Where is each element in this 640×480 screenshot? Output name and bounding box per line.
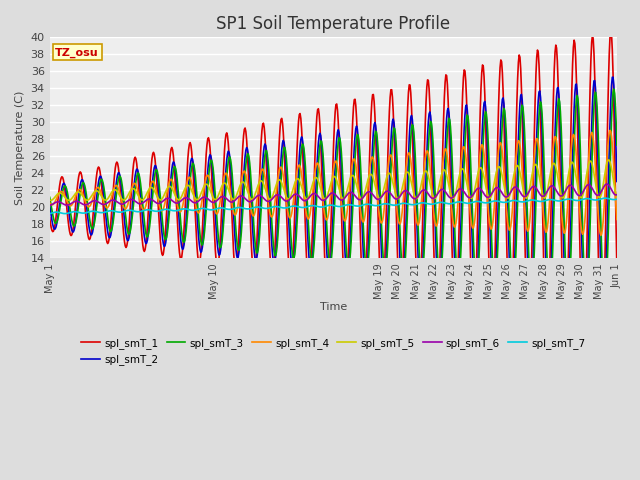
spl_smT_2	[609, 74, 617, 80]
Line: spl_smT_4: spl_smT_4	[50, 131, 617, 235]
spl_smT_7	[452, 199, 460, 205]
spl_smT_4	[125, 197, 133, 203]
Y-axis label: Soil Temperature (C): Soil Temperature (C)	[15, 91, 25, 205]
spl_smT_1	[125, 222, 133, 228]
spl_smT_5	[289, 188, 296, 194]
spl_smT_2	[288, 261, 296, 267]
spl_smT_3	[48, 207, 56, 213]
Line: spl_smT_3: spl_smT_3	[50, 89, 617, 305]
spl_smT_5	[605, 157, 612, 163]
spl_smT_5	[46, 197, 54, 203]
X-axis label: Time: Time	[319, 301, 347, 312]
spl_smT_1	[46, 215, 54, 221]
spl_smT_3	[610, 86, 618, 92]
spl_smT_5	[47, 198, 54, 204]
spl_smT_4	[467, 210, 474, 216]
spl_smT_7	[46, 211, 54, 216]
spl_smT_4	[613, 216, 621, 222]
Line: spl_smT_1: spl_smT_1	[50, 30, 617, 350]
spl_smT_1	[288, 275, 296, 281]
spl_smT_5	[454, 183, 461, 189]
spl_smT_6	[46, 203, 54, 208]
spl_smT_7	[125, 207, 133, 213]
spl_smT_6	[288, 194, 296, 200]
Line: spl_smT_6: spl_smT_6	[50, 184, 617, 205]
spl_smT_5	[613, 194, 621, 200]
spl_smT_7	[467, 200, 474, 206]
spl_smT_7	[602, 195, 609, 201]
spl_smT_2	[125, 235, 133, 240]
spl_smT_2	[48, 217, 56, 223]
spl_smT_3	[46, 194, 54, 200]
spl_smT_6	[452, 190, 460, 195]
spl_smT_6	[613, 192, 621, 198]
Legend: spl_smT_1, spl_smT_2, spl_smT_3, spl_smT_4, spl_smT_5, spl_smT_6, spl_smT_7: spl_smT_1, spl_smT_2, spl_smT_3, spl_smT…	[77, 334, 589, 370]
spl_smT_6	[309, 191, 317, 197]
spl_smT_1	[48, 228, 56, 233]
spl_smT_2	[452, 288, 460, 294]
spl_smT_4	[288, 211, 296, 216]
spl_smT_1	[467, 245, 474, 251]
spl_smT_3	[613, 142, 621, 148]
spl_smT_3	[288, 244, 296, 250]
spl_smT_6	[48, 202, 56, 207]
Line: spl_smT_7: spl_smT_7	[50, 198, 617, 214]
spl_smT_3	[125, 231, 133, 237]
spl_smT_3	[309, 254, 317, 260]
spl_smT_7	[48, 210, 56, 216]
spl_smT_5	[126, 189, 134, 194]
spl_smT_5	[310, 178, 317, 183]
spl_smT_7	[288, 204, 296, 209]
Line: spl_smT_2: spl_smT_2	[50, 77, 617, 315]
Text: TZ_osu: TZ_osu	[55, 47, 99, 58]
spl_smT_3	[601, 302, 609, 308]
spl_smT_1	[598, 347, 605, 353]
spl_smT_3	[452, 266, 460, 272]
spl_smT_4	[309, 186, 317, 192]
spl_smT_3	[467, 151, 474, 156]
spl_smT_4	[46, 200, 54, 205]
spl_smT_2	[309, 248, 317, 253]
spl_smT_2	[46, 202, 54, 207]
spl_smT_4	[606, 128, 614, 133]
spl_smT_6	[603, 181, 611, 187]
spl_smT_1	[613, 266, 621, 272]
spl_smT_4	[452, 216, 460, 221]
spl_smT_2	[613, 179, 621, 184]
Title: SP1 Soil Temperature Profile: SP1 Soil Temperature Profile	[216, 15, 451, 33]
spl_smT_5	[49, 197, 56, 203]
spl_smT_1	[607, 27, 614, 33]
spl_smT_1	[452, 305, 460, 311]
spl_smT_5	[467, 195, 475, 201]
spl_smT_6	[125, 197, 133, 203]
spl_smT_1	[309, 210, 317, 216]
spl_smT_7	[613, 196, 621, 202]
spl_smT_7	[309, 203, 317, 208]
spl_smT_2	[467, 178, 474, 184]
spl_smT_6	[467, 195, 474, 201]
Line: spl_smT_5: spl_smT_5	[50, 160, 617, 201]
spl_smT_2	[600, 312, 608, 318]
spl_smT_4	[597, 232, 605, 238]
spl_smT_4	[48, 202, 56, 208]
